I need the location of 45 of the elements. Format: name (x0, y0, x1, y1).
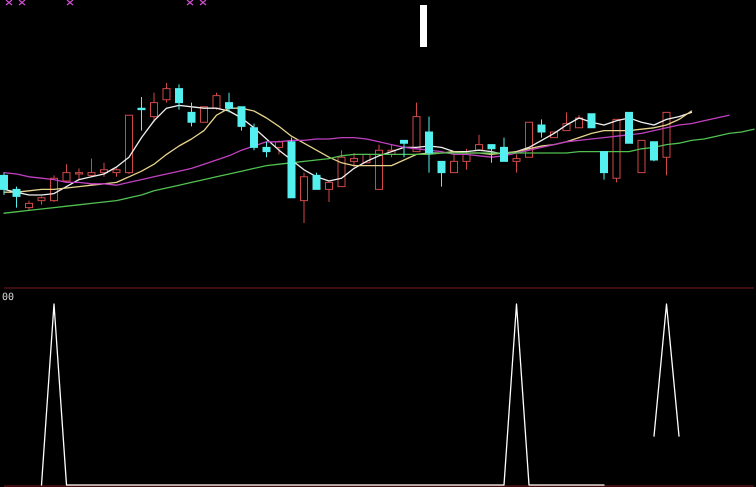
candlestick (238, 106, 246, 132)
candlestick (188, 102, 196, 127)
candlestick (375, 144, 383, 190)
candlestick (475, 134, 483, 151)
candlestick (138, 96, 146, 132)
candlestick (175, 84, 183, 110)
candlestick (425, 116, 433, 174)
candlestick (262, 141, 270, 158)
candlestick (12, 186, 20, 208)
candlestick (625, 112, 633, 144)
candlestick (325, 182, 333, 202)
candlestick (638, 140, 646, 174)
candlestick (350, 152, 358, 168)
candlestick (212, 92, 220, 110)
candlestick (538, 118, 546, 138)
candlestick (500, 137, 508, 162)
candlestick (450, 154, 458, 174)
candlestick (100, 162, 108, 178)
candlestick (38, 196, 46, 206)
candlestick (588, 113, 596, 128)
candlestick (288, 137, 296, 198)
text: 00 (2, 292, 14, 303)
candlestick (438, 160, 446, 188)
candlestick (312, 172, 320, 190)
candlestick (600, 151, 608, 180)
candlestick (488, 144, 496, 164)
candlestick (25, 200, 33, 211)
candlestick (62, 164, 70, 183)
candlestick (112, 168, 120, 178)
candlestick (250, 123, 258, 151)
candlestick (200, 106, 208, 123)
candlestick (300, 172, 308, 224)
candlestick (338, 150, 346, 188)
candlestick (75, 168, 83, 180)
candlestick (512, 154, 520, 174)
candlestick (150, 92, 158, 123)
candlestick (650, 141, 658, 162)
candlestick (400, 140, 408, 158)
candlestick (462, 148, 470, 170)
candlestick (125, 114, 133, 174)
candlestick (162, 82, 170, 104)
candlestick (0, 172, 8, 196)
candlestick (412, 102, 420, 152)
candlestick (88, 158, 96, 178)
candlestick (225, 92, 233, 113)
